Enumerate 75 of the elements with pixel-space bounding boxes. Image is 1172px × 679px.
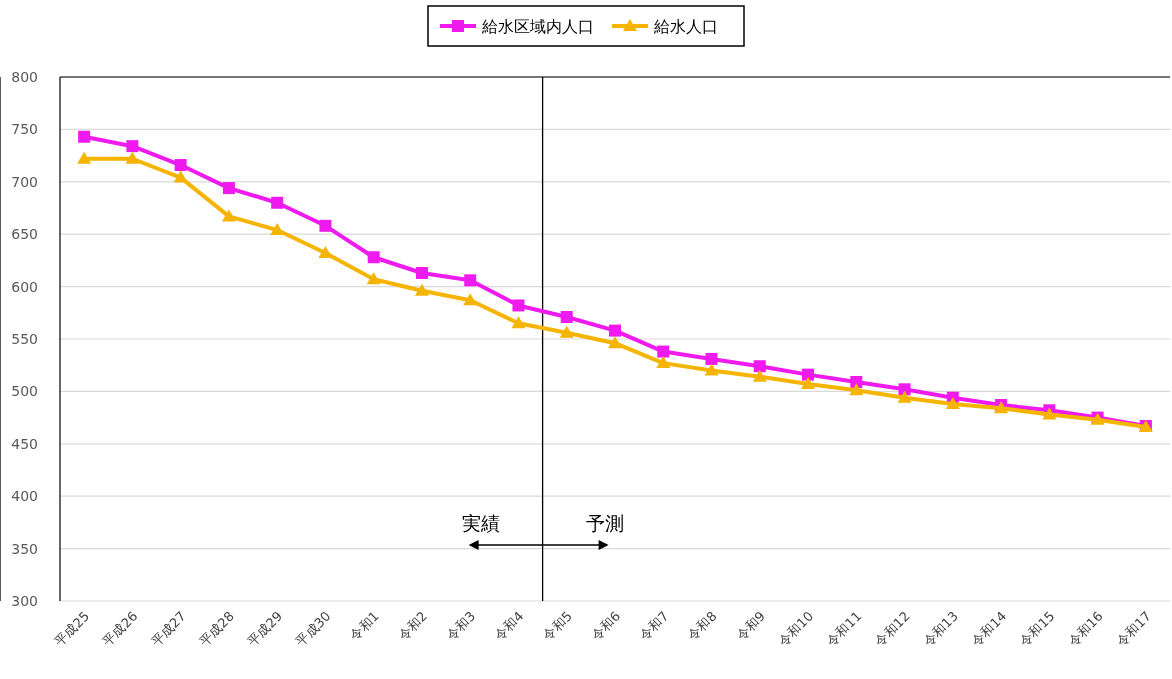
y-tick-label: 750 [11, 121, 38, 138]
annotation: 実績 [461, 512, 500, 534]
point [77, 151, 92, 164]
point [78, 130, 91, 143]
point [464, 274, 477, 287]
y-tick-label: 700 [11, 173, 38, 190]
x-tick-label: 令和3 [443, 608, 479, 644]
point [945, 396, 960, 409]
x-tick-label: 平成29 [244, 608, 286, 650]
point [802, 368, 815, 381]
x-tick-label: 令和15 [1016, 608, 1058, 650]
point [463, 293, 478, 306]
y-tick-label: 300 [11, 593, 38, 609]
point [222, 182, 235, 195]
point [657, 345, 670, 358]
point [270, 223, 285, 236]
legend-label: 給水区域内人口 [481, 17, 594, 36]
x-tick-label: 令和8 [684, 608, 720, 644]
point [271, 196, 284, 209]
x-tick-label: 令和12 [871, 608, 913, 650]
x-tick-label: 令和14 [968, 608, 1010, 650]
x-tick-label: 令和2 [395, 608, 431, 644]
y-tick-label: 550 [11, 331, 38, 347]
point [752, 369, 767, 382]
point [801, 377, 816, 390]
y-tick-label: 400 [11, 488, 38, 505]
point [898, 383, 911, 396]
point [705, 352, 718, 365]
point [414, 283, 429, 296]
x-tick-label: 令和17 [1113, 608, 1154, 650]
point [608, 336, 622, 349]
point [318, 246, 333, 259]
point [559, 325, 574, 338]
point [560, 310, 573, 323]
point [704, 363, 719, 376]
point [753, 360, 766, 373]
point [897, 390, 912, 403]
x-tick-label: 令和10 [775, 608, 817, 650]
y-tick-label: 350 [11, 540, 38, 557]
y-tick-label: 800 [11, 69, 38, 85]
x-tick-label: 令和9 [733, 608, 768, 644]
x-tick-label: 平成26 [99, 608, 141, 650]
x-tick-label: 平成28 [196, 608, 238, 650]
point [221, 209, 236, 222]
point [849, 383, 864, 396]
point [173, 170, 188, 183]
x-tick-label: 平成25 [51, 608, 93, 650]
x-tick-label: 令和13 [920, 608, 961, 650]
x-tick-label: 令和7 [636, 608, 672, 644]
y-tick-label: 450 [11, 435, 38, 452]
point [366, 272, 381, 285]
x-tick-label: 平成30 [292, 608, 334, 650]
point [656, 356, 671, 369]
x-tick-label: 令和1 [346, 608, 382, 644]
x-tick-label: 令和16 [1065, 608, 1106, 650]
point [609, 324, 621, 337]
x-tick-label: 令和6 [588, 608, 624, 644]
point [174, 159, 187, 172]
point [319, 219, 332, 232]
point [126, 140, 139, 153]
point [415, 266, 428, 279]
point [367, 251, 380, 264]
legend-label: 給水人口 [653, 17, 718, 36]
point [511, 316, 526, 329]
point [125, 151, 140, 164]
y-tick-label: 600 [11, 278, 38, 295]
y-tick-label: 500 [11, 383, 38, 400]
x-tick-label: 令和4 [491, 608, 527, 644]
x-tick-label: 令和11 [823, 608, 865, 650]
x-tick-label: 平成27 [148, 608, 189, 650]
annotation: 予測 [585, 512, 624, 534]
point [850, 375, 863, 388]
y-tick-label: 650 [11, 226, 38, 243]
point [512, 299, 525, 312]
x-tick-label: 令和5 [540, 608, 575, 644]
